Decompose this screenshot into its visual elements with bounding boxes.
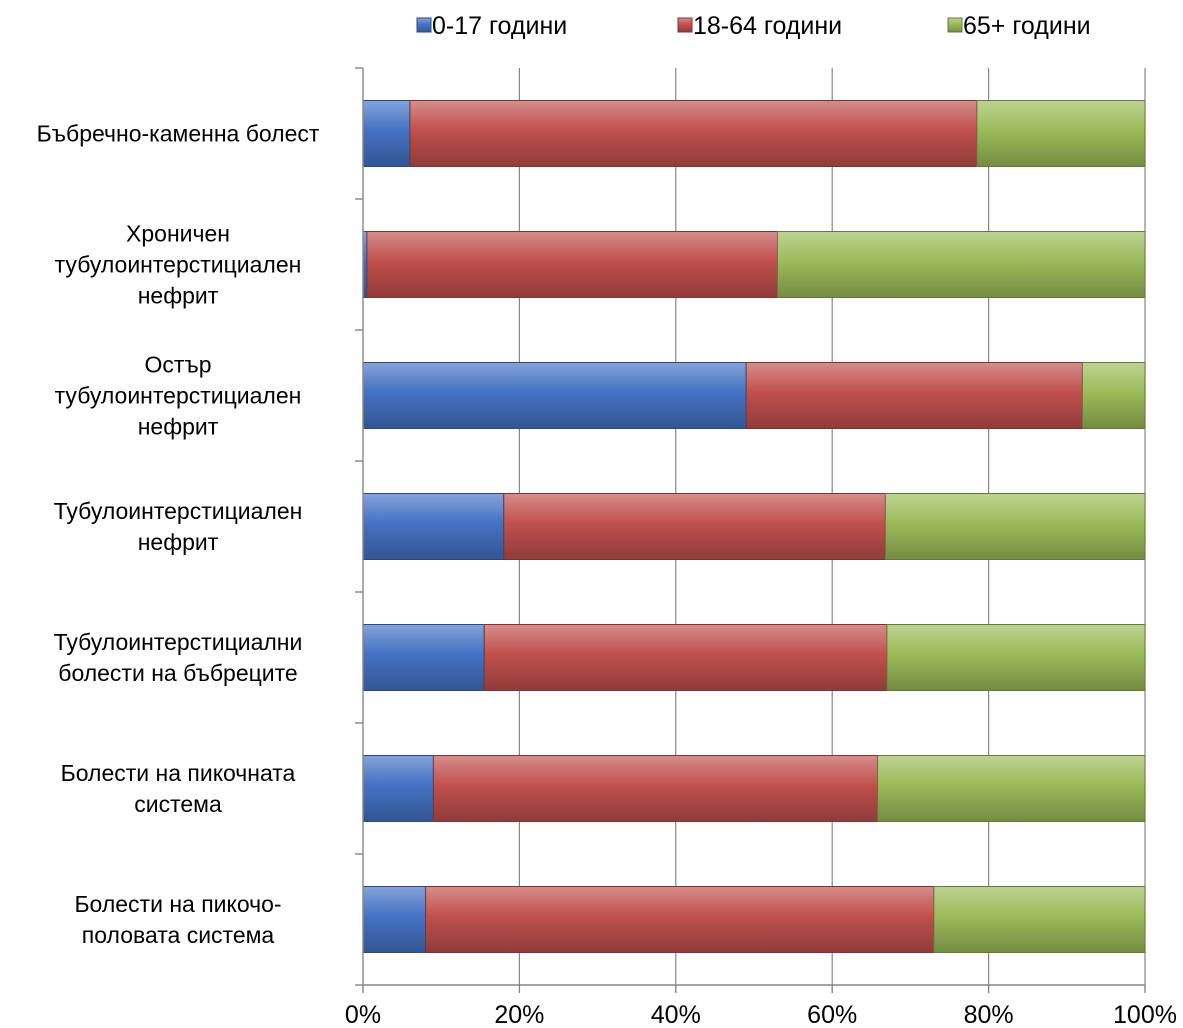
category-label-line: Бъбречно-каменна болест [37,121,320,147]
x-tick-label: 80% [964,1001,1014,1028]
x-tick-label: 100% [1113,1001,1177,1028]
bars [362,100,1146,953]
category-label-line: нефрит [138,414,219,440]
category-label: Бъбречно-каменна болест [37,121,320,147]
category-label-line: тубулоинтерстициален [55,252,302,278]
category-label-line: Тубулоинтерстициален [54,498,303,524]
bar-segment [362,100,411,167]
bar-segment [877,755,1146,822]
category-label: Тубулоинтерстициален нефрит [54,498,303,555]
category-label-line: Тубулоинтерстициални [54,629,303,655]
legend-swatch [677,17,693,33]
bar-segment [776,231,1146,298]
category-label-line: Хроничен [126,221,230,247]
legend-label: 65+ години [963,12,1091,40]
x-tick-label: 20% [494,1001,544,1028]
legend-label: 0-17 години [432,12,567,40]
bar-segment [1081,362,1146,429]
bar-segment [503,493,886,560]
category-label: Тубулоинтерстициални болести на бъбреците [54,629,303,686]
legend-item-3: 65+ години [947,12,1091,40]
bar-segment [432,755,879,822]
bar-segment [409,100,978,167]
x-tick-label: 60% [807,1001,857,1028]
category-label: Хроничен тубулоинтерстициален нефрит [55,221,302,309]
bar-segment [933,886,1146,953]
bar-segment [362,624,485,691]
bar-segment [976,100,1146,167]
bar-segment [745,362,1083,429]
category-label: Остър тубулоинтерстициален нефрит [55,352,302,440]
category-label-line: система [134,791,222,817]
legend-item-1: 0-17 години [416,12,567,40]
x-tick-label: 40% [651,1001,701,1028]
bar-segment [884,493,1146,560]
category-label: Болести на пикочо-половата система [74,891,281,948]
category-labels: Бъбречно-каменна болест Хроничен тубулоинт… [37,121,320,949]
legend-swatch [416,17,432,33]
bar-segment [483,624,888,691]
bar-segment [362,755,434,822]
category-label-line: половата система [82,922,275,948]
legend-item-2: 18-64 години [677,12,842,40]
x-tick-labels: 0% 20% 40% 60% 80% 100% [345,1001,1177,1028]
category-label-line: Болести на пикочната [61,760,296,786]
legend: 0-17 години 18-64 години 65+ години [416,12,1091,40]
bar-segment [425,886,935,953]
axes [355,67,1146,993]
category-label: Болести на пикочната система [61,760,296,817]
legend-swatch [947,17,963,33]
bar-segment [362,493,505,560]
bar-segment [362,886,427,953]
category-label-line: Болести на пикочо- [74,891,281,917]
x-tick-label: 0% [345,1001,381,1028]
category-label-line: тубулоинтерстициален [55,383,302,409]
category-label-line: болести на бъбреците [58,660,297,686]
legend-label: 18-64 години [693,12,842,40]
category-label-line: нефрит [138,283,219,309]
bar-segment [886,624,1146,691]
category-label-line: нефрит [138,529,219,555]
bar-segment [366,231,778,298]
bar-segment [362,362,747,429]
category-label-line: Остър [144,352,211,378]
